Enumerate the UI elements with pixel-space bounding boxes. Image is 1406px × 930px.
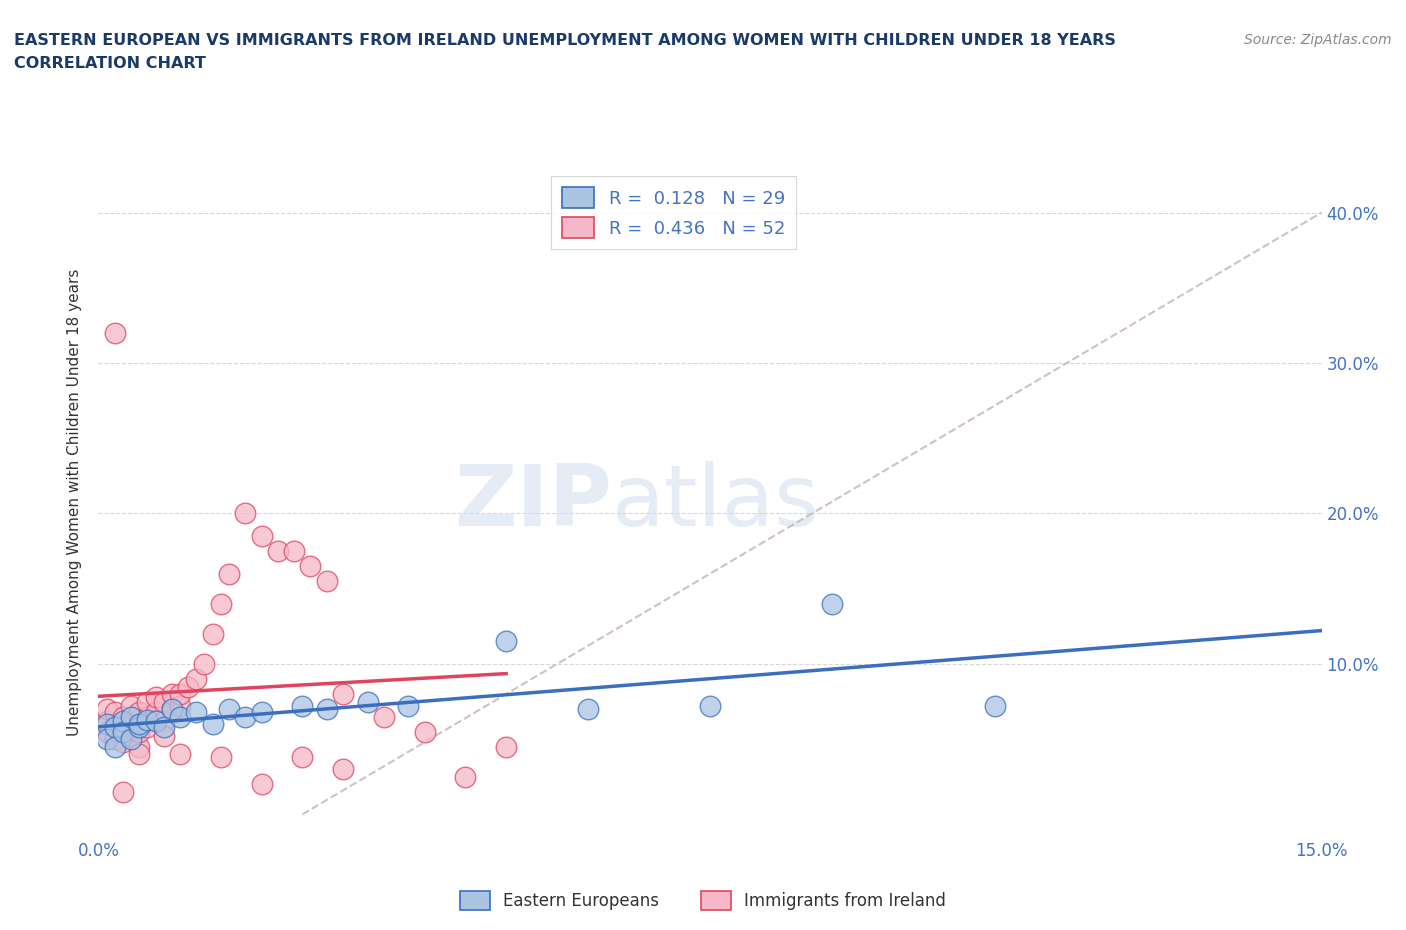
Point	[495, 634, 517, 649]
Point	[152, 720, 174, 735]
Point	[145, 690, 167, 705]
Point	[291, 698, 314, 713]
Point	[413, 724, 436, 739]
Point	[332, 686, 354, 701]
Point	[128, 720, 150, 735]
Point	[152, 729, 174, 744]
Legend: R =  0.128   N = 29, R =  0.436   N = 52: R = 0.128 N = 29, R = 0.436 N = 52	[551, 177, 796, 249]
Point	[356, 694, 378, 709]
Point	[984, 698, 1007, 713]
Point	[136, 710, 159, 724]
Point	[291, 750, 314, 764]
Text: ZIP: ZIP	[454, 460, 612, 544]
Point	[104, 732, 127, 747]
Point	[111, 713, 134, 728]
Text: atlas: atlas	[612, 460, 820, 544]
Point	[299, 559, 322, 574]
Point	[104, 717, 127, 732]
Point	[283, 544, 305, 559]
Point	[136, 720, 159, 735]
Point	[96, 724, 118, 739]
Point	[396, 698, 419, 713]
Point	[209, 750, 232, 764]
Point	[186, 705, 208, 720]
Text: Source: ZipAtlas.com: Source: ZipAtlas.com	[1244, 33, 1392, 46]
Y-axis label: Unemployment Among Women with Children Under 18 years: Unemployment Among Women with Children U…	[67, 269, 83, 736]
Point	[104, 720, 127, 735]
Point	[201, 627, 224, 642]
Point	[233, 506, 256, 521]
Point	[160, 686, 183, 701]
Point	[128, 717, 150, 732]
Point	[96, 717, 118, 732]
Point	[120, 732, 142, 747]
Point	[128, 739, 150, 754]
Point	[120, 698, 142, 713]
Point	[111, 784, 134, 799]
Point	[136, 712, 159, 727]
Text: EASTERN EUROPEAN VS IMMIGRANTS FROM IRELAND UNEMPLOYMENT AMONG WOMEN WITH CHILDR: EASTERN EUROPEAN VS IMMIGRANTS FROM IREL…	[14, 33, 1116, 47]
Point	[145, 713, 167, 728]
Point	[315, 701, 337, 716]
Point	[218, 701, 240, 716]
Point	[186, 671, 208, 686]
Point	[111, 710, 134, 724]
Point	[120, 710, 142, 724]
Point	[111, 720, 134, 735]
Point	[104, 739, 127, 754]
Point	[104, 326, 127, 340]
Point	[233, 710, 256, 724]
Point	[111, 724, 134, 739]
Point	[128, 747, 150, 762]
Point	[250, 705, 273, 720]
Point	[104, 705, 127, 720]
Point	[201, 717, 224, 732]
Point	[120, 717, 142, 732]
Point	[315, 574, 337, 589]
Point	[96, 701, 118, 716]
Point	[267, 544, 290, 559]
Point	[373, 710, 395, 724]
Point	[332, 762, 354, 777]
Point	[169, 698, 191, 713]
Point	[96, 732, 118, 747]
Point	[152, 694, 174, 709]
Point	[821, 596, 844, 611]
Point	[177, 679, 200, 694]
Point	[128, 724, 150, 739]
Point	[250, 528, 273, 543]
Point	[250, 777, 273, 791]
Point	[120, 729, 142, 744]
Legend: Eastern Europeans, Immigrants from Ireland: Eastern Europeans, Immigrants from Irela…	[453, 884, 953, 917]
Point	[209, 596, 232, 611]
Point	[495, 739, 517, 754]
Point	[145, 705, 167, 720]
Point	[576, 701, 599, 716]
Point	[169, 747, 191, 762]
Point	[169, 710, 191, 724]
Point	[454, 769, 477, 784]
Point	[193, 657, 215, 671]
Point	[699, 698, 721, 713]
Point	[160, 701, 183, 716]
Point	[111, 735, 134, 750]
Point	[160, 701, 183, 716]
Point	[218, 566, 240, 581]
Text: CORRELATION CHART: CORRELATION CHART	[14, 56, 205, 71]
Point	[136, 694, 159, 709]
Point	[96, 713, 118, 728]
Point	[152, 713, 174, 728]
Point	[128, 705, 150, 720]
Point	[169, 686, 191, 701]
